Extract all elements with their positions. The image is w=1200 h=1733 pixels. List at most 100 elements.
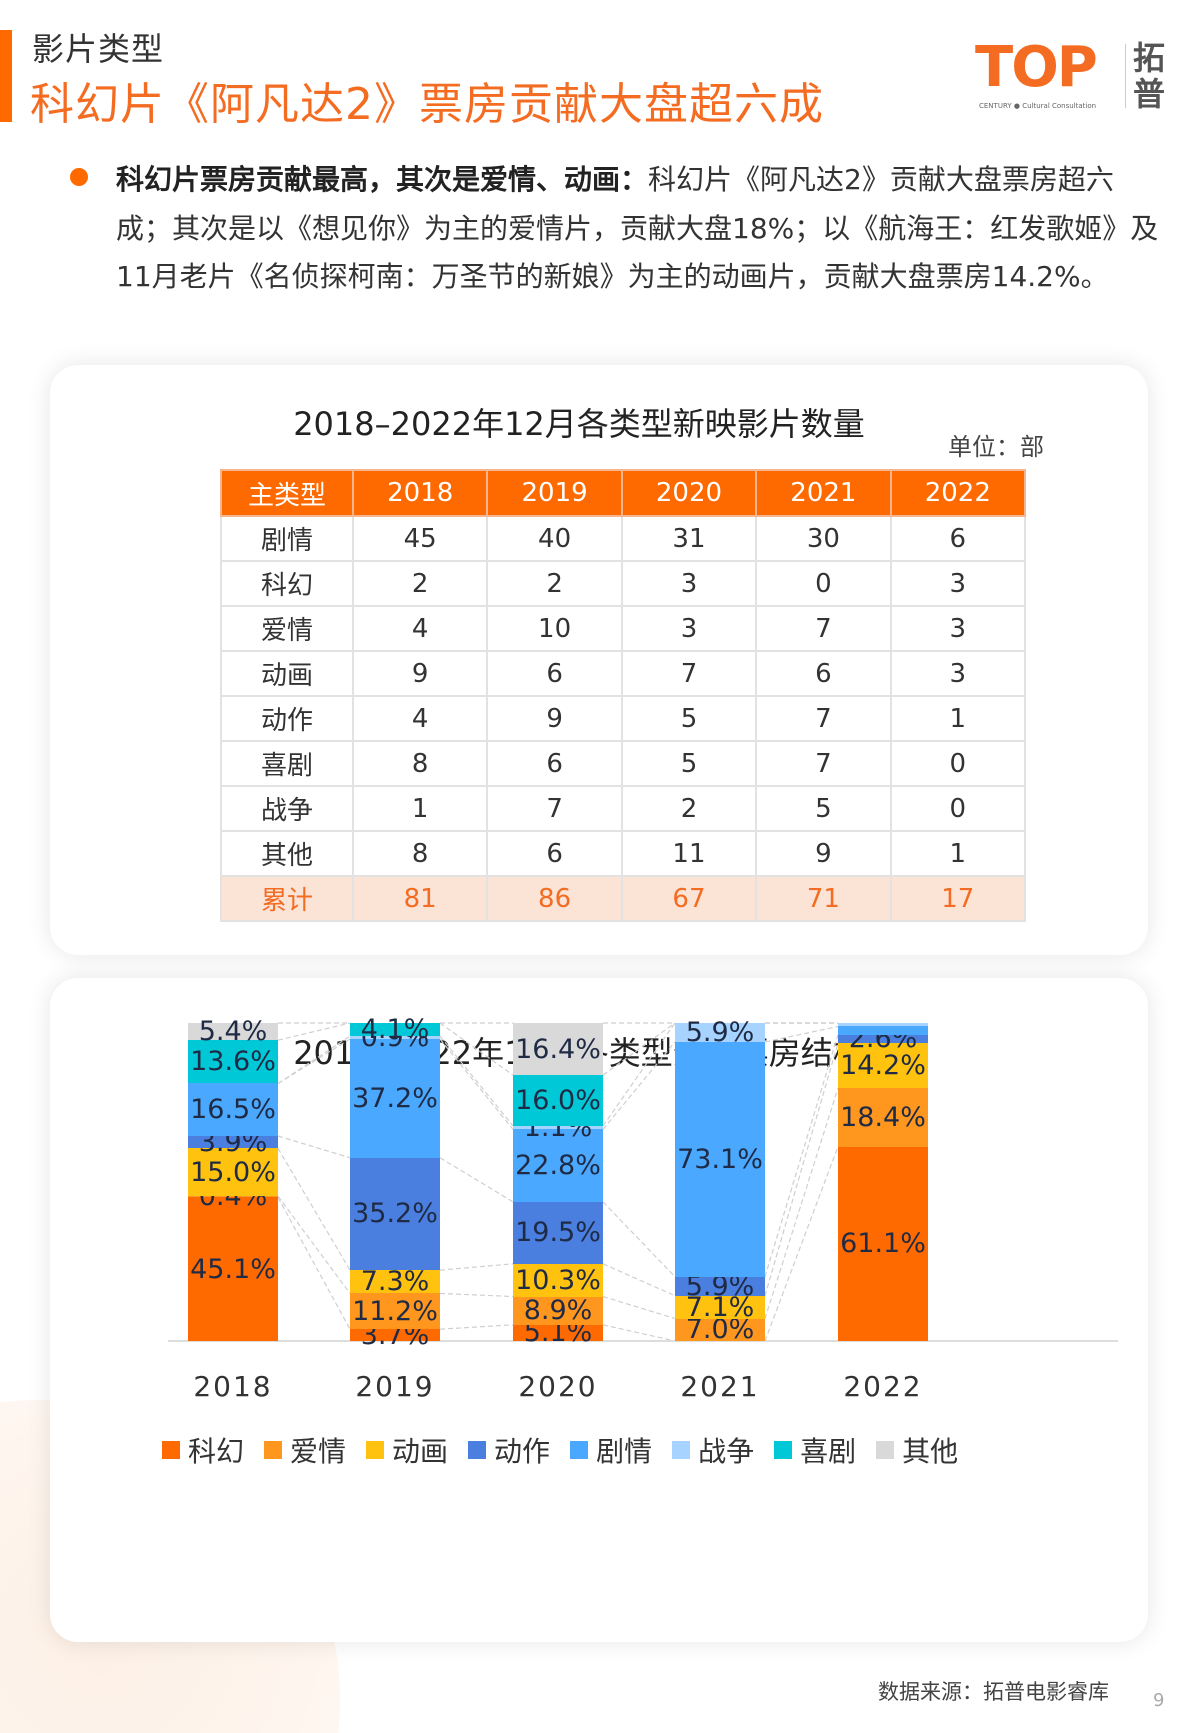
bar-segment-科幻: 3.7% — [350, 1322, 440, 1349]
column-header-2019: 2019 — [486, 469, 623, 517]
legend-swatch-icon — [264, 1441, 283, 1459]
bar-2020: 5.1% 8.9% 10.3% 19.5% 22.8% 1.1% 16.0% 16.4% — [513, 1023, 603, 1346]
table-cell: 5 — [620, 695, 758, 742]
row-genre-label: 战争 — [220, 785, 354, 832]
total-cell: 86 — [486, 875, 623, 922]
segment-value-label: 7.0% — [685, 1314, 755, 1346]
x-axis-label: 2020 — [518, 1370, 598, 1403]
legend-label: 动作 — [494, 1435, 551, 1468]
x-axis-label: 2021 — [680, 1370, 760, 1403]
table-cell: 6 — [486, 650, 623, 697]
bar-segment-动画: 14.2% — [838, 1043, 928, 1089]
segment-value-label: 7.3% — [360, 1266, 430, 1298]
bar-segment-剧情 — [838, 1026, 928, 1035]
table-cell: 3 — [620, 560, 758, 607]
row-genre-label: 其他 — [220, 830, 354, 877]
bar-segment-动作: 5.9% — [675, 1273, 765, 1300]
bar-segment-战争: 1.1% — [513, 1114, 603, 1141]
table-cell: 6 — [889, 515, 1027, 562]
table-cell: 3 — [889, 650, 1027, 697]
bar-segment-科幻: 61.1% — [838, 1146, 928, 1341]
legend-label: 爱情 — [290, 1435, 347, 1468]
segment-value-label: 37.2% — [352, 1082, 438, 1114]
x-axis-label: 2022 — [843, 1370, 923, 1403]
segment-value-label: 18.4% — [840, 1101, 926, 1133]
table-row: 爱情 4 10 3 7 3 — [220, 605, 1027, 652]
table-row: 动画 9 6 7 6 3 — [220, 650, 1027, 697]
bar-2019: 3.7% 11.2% 7.3% 35.2% 37.2% 0.9% 4.1% — [350, 1016, 440, 1349]
bar-segment-动作: 35.2% — [350, 1157, 440, 1271]
bar-segment-爱情: 0.4% — [188, 1183, 278, 1210]
table-row: 战争 1 7 2 5 0 — [220, 785, 1027, 832]
summary-lead: 科幻片票房贡献最高，其次是爱情、动画： — [116, 163, 649, 196]
segment-value-label: 16.4% — [515, 1033, 601, 1065]
x-axis-line — [168, 1340, 1118, 1342]
table-cell: 9 — [755, 830, 892, 877]
bar-segment-喜剧: 4.1% — [350, 1016, 440, 1043]
logo-divider — [1125, 44, 1126, 108]
legend-swatch-icon — [672, 1441, 691, 1459]
bar-segment-科幻: 5.1% — [513, 1319, 603, 1346]
segment-value-label: 22.8% — [515, 1150, 601, 1182]
total-cell: 17 — [889, 875, 1027, 922]
table-header-row: 主类型 2018 2019 2020 2021 2022 — [220, 469, 1027, 517]
bar-segment-喜剧: 13.6% — [188, 1040, 278, 1084]
bar-2021: 7.0% 7.1% 5.9% 73.1% 5.9% — [675, 1019, 765, 1346]
table-cell: 10 — [486, 605, 623, 652]
logo-wordmark: TOP — [975, 35, 1098, 100]
segment-value-label: 73.1% — [677, 1143, 763, 1175]
column-header-2022: 2022 — [889, 469, 1027, 517]
segment-value-label: 15.0% — [190, 1156, 276, 1188]
table-row: 动作 4 9 5 7 1 — [220, 695, 1027, 742]
legend-swatch-icon — [570, 1441, 589, 1459]
bar-segment-喜剧: 16.0% — [513, 1075, 603, 1126]
column-header-2021: 2021 — [755, 469, 892, 517]
table-cell: 9 — [486, 695, 623, 742]
legend-item-科幻: 科幻 — [162, 1430, 244, 1470]
genre-count-table: 主类型 2018 2019 2020 2021 2022 剧情 45 40 31 30 6 科幻 2 2 3… — [220, 469, 1027, 922]
table-cell: 4 — [351, 605, 489, 652]
logo-chinese: 拓普 — [1133, 39, 1166, 113]
segment-value-label: 5.4% — [198, 1016, 268, 1048]
bar-segment-科幻: 45.1% — [188, 1197, 278, 1341]
new-release-count-card: 2018–2022年12月各类型新映影片数量 单位：部 主类型 2018 2019 2… — [50, 365, 1148, 955]
table-cell: 4 — [351, 695, 489, 742]
table-cell: 8 — [351, 830, 489, 877]
segment-value-label: 10.3% — [515, 1264, 601, 1296]
table-cell: 11 — [620, 830, 758, 877]
table-row: 科幻 2 2 3 0 3 — [220, 560, 1027, 607]
title-accent-bar — [0, 30, 12, 122]
row-genre-label: 科幻 — [220, 560, 354, 607]
row-genre-label: 剧情 — [220, 515, 354, 562]
bar-segment-动作: 2.6% — [838, 1025, 928, 1052]
table-cell: 2 — [486, 560, 623, 607]
column-header-genre: 主类型 — [220, 469, 354, 517]
bar-segment-爱情: 18.4% — [838, 1088, 928, 1147]
legend-item-战争: 战争 — [672, 1430, 754, 1470]
legend-swatch-icon — [468, 1441, 487, 1459]
segment-value-label: 4.1% — [360, 1014, 430, 1046]
row-genre-label: 爱情 — [220, 605, 354, 652]
table-cell: 31 — [620, 515, 758, 562]
table-total-row: 累计 81 86 67 71 17 — [220, 875, 1027, 922]
table-cell: 7 — [755, 695, 892, 742]
bar-segment-其他: 16.4% — [513, 1023, 603, 1076]
segment-value-label: 35.2% — [352, 1198, 438, 1230]
legend-item-剧情: 剧情 — [570, 1430, 652, 1470]
table-cell: 6 — [755, 650, 892, 697]
table-cell: 6 — [486, 740, 623, 787]
legend-item-动作: 动作 — [468, 1430, 550, 1470]
table-cell: 30 — [755, 515, 892, 562]
legend-swatch-icon — [162, 1441, 180, 1459]
section-label: 影片类型 — [32, 30, 165, 68]
legend-swatch-icon — [366, 1441, 385, 1459]
stacked-bar-chart: 45.1% 0.4% 15.0% 3.9% 16.5% 13.6% 5.4% 2018 3.7%… — [50, 978, 1148, 1642]
bar-segment-动画: 10.3% — [513, 1263, 603, 1297]
table-row: 剧情 45 40 31 30 6 — [220, 515, 1027, 562]
bar-segment-战争 — [838, 1023, 928, 1027]
bar-segment-剧情: 22.8% — [513, 1129, 603, 1202]
legend-item-其他: 其他 — [876, 1430, 958, 1470]
table-cell: 6 — [486, 830, 623, 877]
table-cell: 8 — [351, 740, 489, 787]
table-cell: 0 — [889, 740, 1027, 787]
